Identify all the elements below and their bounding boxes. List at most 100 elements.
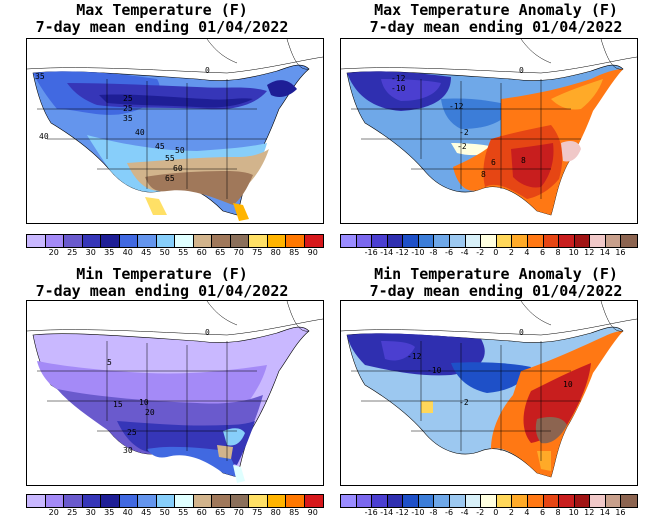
legend-tick-label: -6 bbox=[445, 248, 454, 257]
legend-swatch bbox=[193, 495, 212, 507]
legend-tick-label: 8 bbox=[555, 248, 561, 257]
legend-tick-label: 45 bbox=[141, 248, 152, 257]
legend-swatch bbox=[372, 235, 388, 247]
legend-swatch bbox=[387, 235, 404, 247]
legend-tick-label: 6 bbox=[539, 248, 546, 257]
legend-swatch bbox=[82, 495, 101, 507]
legend-swatch bbox=[574, 235, 591, 247]
legend-tick-label: 90 bbox=[307, 508, 318, 517]
legend-swatch bbox=[590, 495, 606, 507]
legend-swatch bbox=[418, 235, 435, 247]
min-anom-label-1: -12 bbox=[407, 352, 422, 361]
min-temp-borders bbox=[27, 301, 323, 461]
max-anom-hot-core bbox=[511, 143, 554, 188]
legend-tick-label: 65 bbox=[215, 508, 226, 517]
max-anom-title-line: Max Temperature Anomaly (F) bbox=[374, 1, 618, 19]
max-anom-legend-ticks: -16 -14 -12 -10 -8 -6 -4 -2 0 2 4 6 8 10 12 14 16 bbox=[340, 248, 636, 260]
legend-tick-label: 85 bbox=[289, 248, 300, 257]
legend-tick-label: -4 bbox=[460, 248, 469, 257]
legend-swatch bbox=[175, 235, 194, 247]
legend-tick-label: 55 bbox=[178, 248, 189, 257]
legend-tick-label: 75 bbox=[252, 508, 263, 517]
legend-tick-label: 4 bbox=[524, 508, 530, 517]
legend-tick-label: -6 bbox=[445, 508, 454, 517]
legend-swatch bbox=[434, 495, 451, 507]
max-temp-subtitle-line: 7-day mean ending 01/04/2022 bbox=[35, 18, 289, 36]
legend-swatch bbox=[138, 495, 157, 507]
min-anom-label-2: -10 bbox=[427, 366, 442, 375]
min-anom-legend-ticks: -16 -14 -12 -10 -8 -6 -4 -2 0 2 4 6 8 10 12 14 16 bbox=[340, 508, 636, 520]
min-temp-map: 5 15 10 20 25 30 0 bbox=[26, 300, 324, 486]
min-temp-georgia-warm bbox=[217, 445, 233, 459]
legend-swatch bbox=[64, 495, 83, 507]
legend-tick-label: 30 bbox=[85, 508, 96, 517]
max-temp-northeast bbox=[267, 80, 297, 97]
legend-swatch bbox=[64, 235, 83, 247]
max-temp-label-4: 35 bbox=[123, 114, 133, 123]
max-temp-title: Max Temperature (F) 7-day mean ending 01… bbox=[2, 2, 322, 36]
legend-tick-label: 60 bbox=[196, 508, 207, 517]
min-temp-title: Min Temperature (F) 7-day mean ending 01… bbox=[2, 266, 322, 300]
max-temp-legend-ticks: 20 25 30 35 40 45 50 55 60 65 70 75 80 85 90 bbox=[26, 248, 322, 260]
max-anom-label-9: 0 bbox=[519, 66, 524, 75]
legend-swatch bbox=[418, 495, 435, 507]
legend-swatch bbox=[249, 495, 268, 507]
min-temp-label-5: 25 bbox=[127, 428, 137, 437]
legend-tick-label: 16 bbox=[615, 248, 626, 257]
legend-swatch bbox=[304, 235, 323, 247]
legend-tick-label: -16 bbox=[364, 508, 378, 517]
legend-swatch bbox=[512, 235, 528, 247]
min-temp-label-2: 15 bbox=[113, 400, 123, 409]
legend-tick-label: 40 bbox=[122, 248, 133, 257]
legend-swatch bbox=[605, 495, 622, 507]
min-temp-florida-mild bbox=[233, 465, 245, 483]
max-temp-label-11: 40 bbox=[39, 132, 49, 141]
legend-tick-label: 12 bbox=[584, 508, 595, 517]
legend-tick-label: -2 bbox=[476, 248, 485, 257]
legend-tick-label: 20 bbox=[48, 248, 59, 257]
legend-swatch bbox=[212, 235, 231, 247]
min-temp-southeast-mild bbox=[223, 428, 245, 446]
min-temp-label-1: 5 bbox=[107, 358, 112, 367]
legend-swatch bbox=[543, 495, 560, 507]
max-anom-legend bbox=[340, 234, 638, 248]
legend-swatch bbox=[621, 235, 637, 247]
min-anom-label-5: 0 bbox=[519, 328, 524, 337]
max-anom-borders bbox=[341, 39, 637, 199]
legend-swatch bbox=[434, 235, 451, 247]
legend-swatch bbox=[605, 235, 622, 247]
legend-tick-label: 20 bbox=[48, 508, 59, 517]
legend-tick-label: 90 bbox=[307, 248, 318, 257]
min-temp-label-7: 0 bbox=[205, 328, 210, 337]
max-temp-legend bbox=[26, 234, 324, 248]
legend-swatch bbox=[559, 235, 575, 247]
min-anom-florida-warm bbox=[537, 451, 551, 471]
min-anom-north-cold bbox=[347, 333, 485, 376]
max-temp-label-5: 40 bbox=[135, 128, 145, 137]
legend-swatch bbox=[119, 235, 138, 247]
max-anom-coast-pink bbox=[561, 141, 581, 162]
max-anom-label-4: -2 bbox=[459, 128, 469, 137]
max-anom-label-8: 8 bbox=[481, 170, 486, 179]
legend-swatch bbox=[527, 495, 544, 507]
legend-swatch bbox=[27, 495, 46, 507]
legend-swatch bbox=[356, 235, 373, 247]
min-anom-label-3: -2 bbox=[459, 398, 469, 407]
legend-swatch bbox=[101, 235, 120, 247]
legend-tick-label: 14 bbox=[599, 508, 610, 517]
legend-swatch bbox=[559, 495, 575, 507]
min-anom-plains-cold bbox=[451, 362, 531, 393]
legend-swatch bbox=[341, 235, 357, 247]
max-temp-label-7: 50 bbox=[175, 146, 185, 155]
legend-swatch bbox=[387, 495, 404, 507]
max-anom-label-7: 8 bbox=[521, 156, 526, 165]
legend-swatch bbox=[496, 235, 513, 247]
legend-swatch bbox=[590, 235, 606, 247]
legend-swatch bbox=[156, 235, 175, 247]
legend-swatch bbox=[27, 235, 46, 247]
legend-tick-label: -8 bbox=[429, 248, 438, 257]
max-anom-subtitle-line: 7-day mean ending 01/04/2022 bbox=[369, 18, 623, 36]
legend-swatch bbox=[212, 495, 231, 507]
legend-swatch bbox=[356, 495, 373, 507]
legend-tick-label: 2 bbox=[508, 248, 514, 257]
